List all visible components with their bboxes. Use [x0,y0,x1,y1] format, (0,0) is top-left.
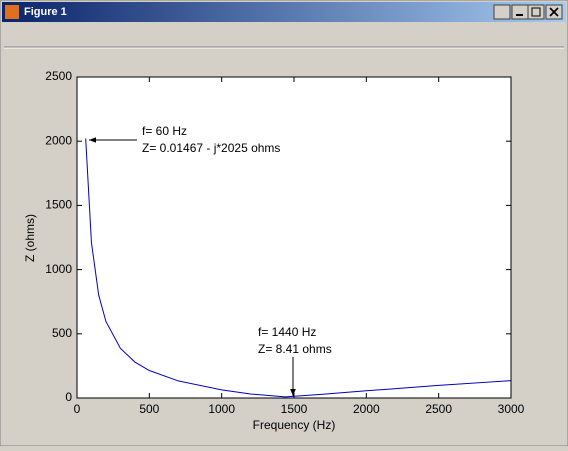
dock-button[interactable] [493,4,511,20]
x-tick-label: 1500 [281,402,308,416]
chart: 0 500 1000 1500 2000 2500 3000 0 500 1000 1500 2000… [45,69,524,416]
x-tick-label: 1000 [208,402,235,416]
maximize-button[interactable] [527,4,545,20]
y-tick-label: 1500 [45,198,72,212]
x-axis-label: Frequency (Hz) [253,418,336,432]
y-axis-label: Z (ohms) [23,214,37,262]
y-tick-label: 2500 [45,69,72,83]
y-tick-label: 0 [65,390,72,404]
minimize-button[interactable] [511,4,529,20]
annotation: Z= 0.01467 - j*2025 ohms [142,141,280,155]
app-icon [5,5,19,19]
x-tick-label: 500 [139,402,159,416]
x-tick-label: 2000 [353,402,380,416]
maximize-glyph [531,7,541,17]
x-tick-label: 2500 [425,402,452,416]
x-tick-label: 3000 [498,402,525,416]
close-glyph [549,7,559,17]
title-bar [2,2,566,22]
window-buttons[interactable] [493,4,563,20]
annotation: f= 1440 Hz [258,325,316,339]
y-tick-label: 1000 [45,262,72,276]
y-tick-label: 2000 [45,133,72,147]
plot-area [77,77,511,398]
annotation: Z= 8.41 ohms [258,342,332,356]
axes-box [76,76,512,399]
data-line [85,138,512,398]
annotation: f= 60 Hz [142,124,187,138]
x-tick-label: 0 [74,402,81,416]
y-tick-label: 500 [52,326,72,340]
window-title: Figure 1 [24,6,67,18]
